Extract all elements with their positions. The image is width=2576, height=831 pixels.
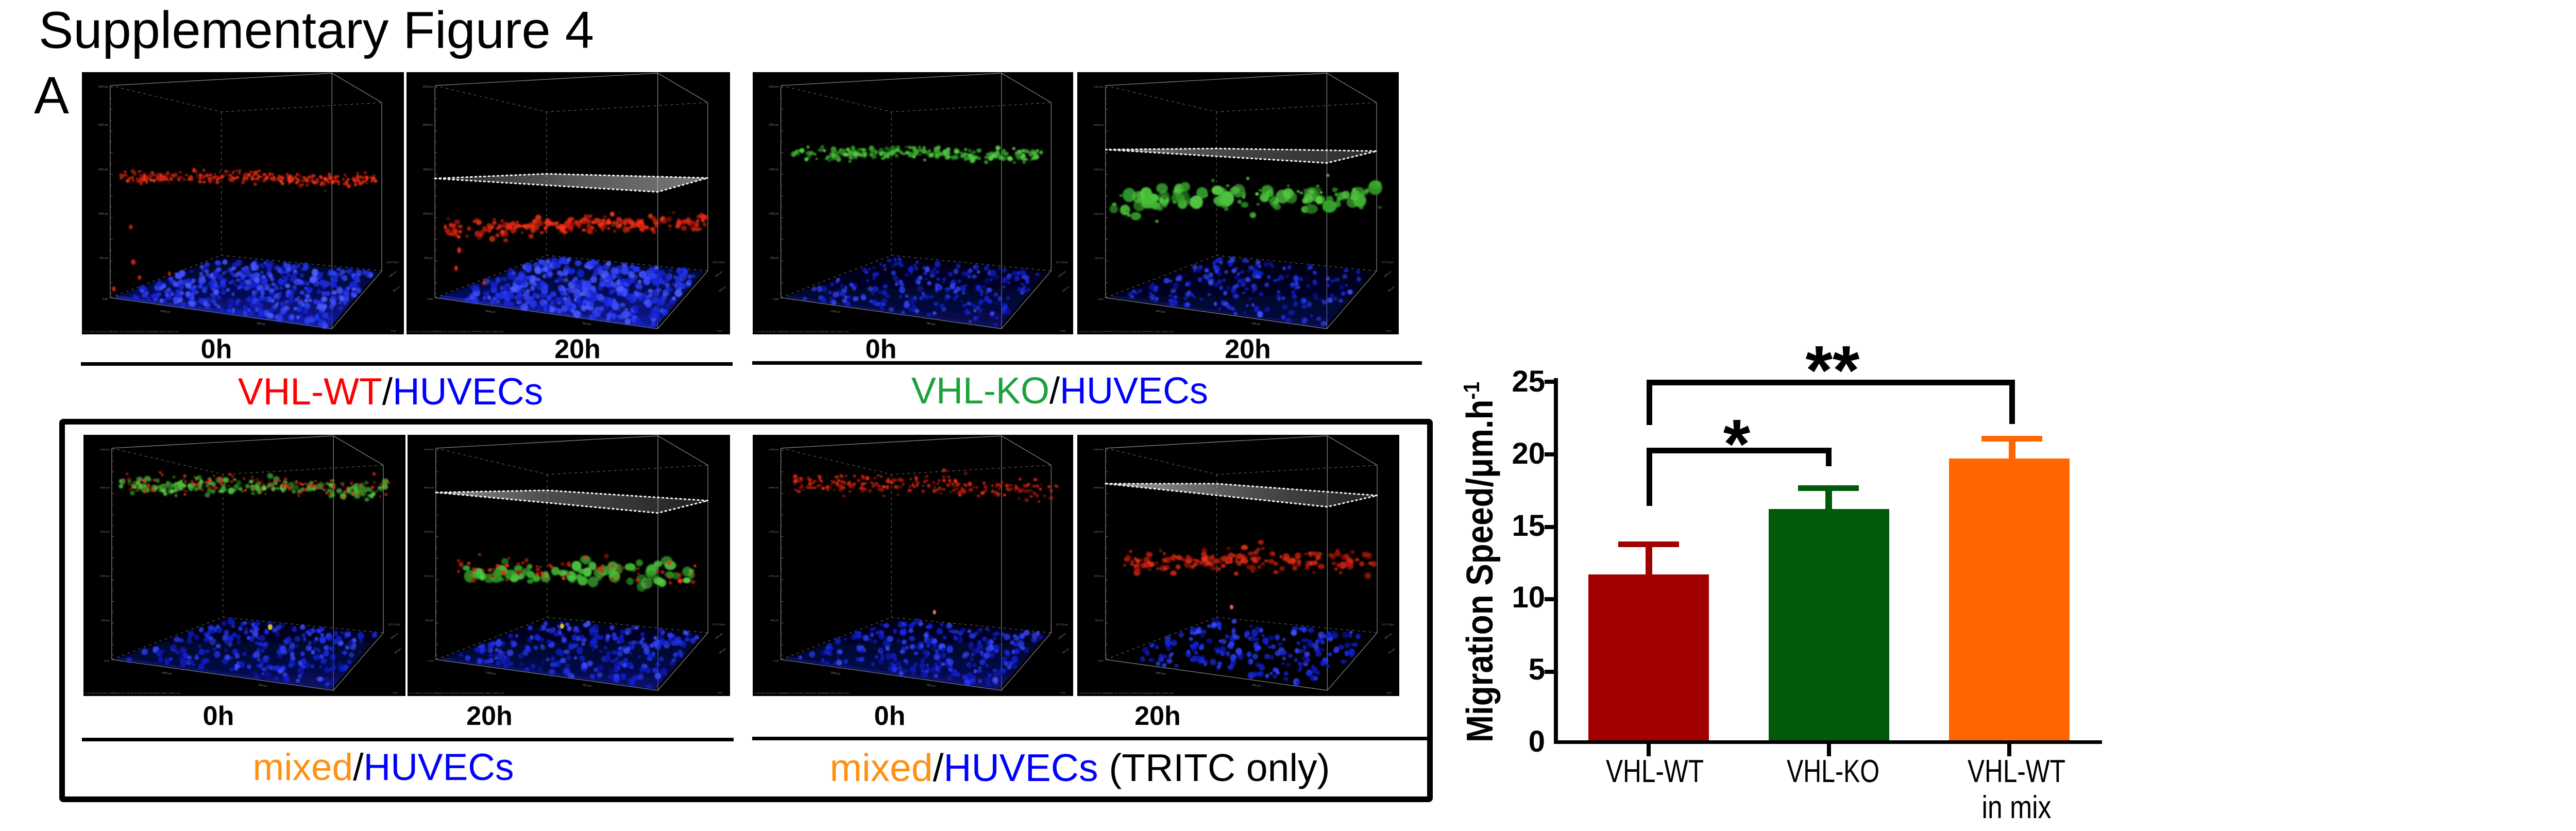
svg-text:0 μm: 0 μm bbox=[717, 691, 722, 694]
svg-text:1272.79 μm: 1272.79 μm bbox=[386, 261, 399, 264]
svg-text:1000 μm: 1000 μm bbox=[1155, 310, 1165, 314]
svg-text:1000 μm: 1000 μm bbox=[1156, 671, 1166, 675]
svg-text:1500 μm: 1500 μm bbox=[769, 168, 778, 171]
svg-text:1500 μm: 1500 μm bbox=[98, 168, 108, 171]
svg-text:0 μm: 0 μm bbox=[1098, 298, 1104, 301]
svg-text:1272.79 μm: 1272.79 μm bbox=[388, 623, 400, 625]
svg-text:2000 μm: 2000 μm bbox=[769, 486, 778, 489]
svg-text:1000 μm: 1000 μm bbox=[1093, 574, 1103, 578]
svg-text:2000 μm: 2000 μm bbox=[423, 124, 433, 127]
svg-text:0 μm: 0 μm bbox=[391, 330, 396, 332]
svg-text:1000 μm: 1000 μm bbox=[831, 310, 841, 314]
svg-text:1000 μm: 1000 μm bbox=[99, 574, 109, 578]
svg-text:1500 μm: 1500 μm bbox=[1093, 168, 1103, 171]
svg-text:500 μm: 500 μm bbox=[258, 684, 267, 688]
svg-text:VHL-WT: VHL-WT bbox=[1606, 754, 1704, 789]
svg-text:1000 μm: 1000 μm bbox=[423, 213, 433, 216]
svg-text:1000 μm: 1000 μm bbox=[160, 310, 171, 314]
svg-text:1000 μm: 1000 μm bbox=[769, 213, 778, 216]
svg-text:1272.79 μm: 1272.79 μm bbox=[1381, 261, 1394, 264]
svg-text:0 μm: 0 μm bbox=[427, 298, 433, 301]
svg-text:1272.79 μm: 1272.79 μm bbox=[1056, 623, 1068, 625]
svg-text:1500 μm: 1500 μm bbox=[1093, 531, 1103, 534]
svg-text:0 μm: 0 μm bbox=[773, 659, 779, 663]
svg-text:1000 μm: 1000 μm bbox=[98, 213, 108, 216]
svg-text:1272.79 μm: 1272.79 μm bbox=[1382, 623, 1394, 625]
svg-text:500 μm: 500 μm bbox=[101, 619, 110, 622]
svg-text:1500 μm: 1500 μm bbox=[99, 531, 109, 534]
svg-text:500 μm: 500 μm bbox=[1252, 322, 1261, 326]
svg-text:VHL-WT: VHL-WT bbox=[1968, 754, 2065, 789]
svg-text:2000 μm: 2000 μm bbox=[99, 486, 109, 489]
svg-text:500 μm: 500 μm bbox=[1252, 684, 1261, 688]
svg-text:1500 μm: 1500 μm bbox=[423, 168, 433, 171]
svg-text:1000 μm: 1000 μm bbox=[486, 671, 496, 675]
svg-text:0 μm: 0 μm bbox=[717, 330, 722, 332]
svg-text:500 μm: 500 μm bbox=[927, 684, 936, 688]
svg-text:2420 μm: 2420 μm bbox=[98, 86, 108, 89]
svg-text:500 μm: 500 μm bbox=[1095, 619, 1104, 622]
svg-text:2420 μm: 2420 μm bbox=[424, 448, 434, 451]
svg-text:2000 μm: 2000 μm bbox=[98, 124, 108, 127]
svg-text:x 1.27 mm x 2.42 mm | Calibrat: x 1.27 mm x 2.42 mm | Calibration: XY 1.… bbox=[84, 692, 180, 694]
svg-text:500 μm: 500 μm bbox=[99, 257, 108, 260]
svg-text:Migration Speed/μm.h-1: Migration Speed/μm.h-1 bbox=[1459, 382, 1501, 742]
svg-text:500 μm: 500 μm bbox=[770, 257, 779, 260]
svg-text:500 μm: 500 μm bbox=[425, 619, 434, 622]
svg-text:1000 μm: 1000 μm bbox=[1093, 213, 1103, 216]
svg-text:0 μm: 0 μm bbox=[1386, 330, 1391, 332]
svg-text:500 μm: 500 μm bbox=[424, 257, 433, 260]
svg-text:500 μm: 500 μm bbox=[927, 322, 936, 326]
svg-text:500 μm: 500 μm bbox=[257, 322, 265, 326]
svg-text:0 μm: 0 μm bbox=[103, 298, 108, 301]
svg-text:x 1.27 mm x 2.42 mm | Calibrat: x 1.27 mm x 2.42 mm | Calibration: XY 1.… bbox=[1078, 330, 1174, 333]
svg-text:1272.79 μm: 1272.79 μm bbox=[713, 623, 725, 625]
svg-text:0 μm: 0 μm bbox=[428, 659, 434, 663]
svg-text:500 μm: 500 μm bbox=[582, 322, 591, 326]
svg-text:2420 μm: 2420 μm bbox=[1093, 86, 1103, 89]
svg-text:1500 μm: 1500 μm bbox=[769, 531, 778, 534]
svg-text:0 μm: 0 μm bbox=[1386, 691, 1392, 694]
svg-text:0 μm: 0 μm bbox=[393, 691, 398, 694]
svg-text:1000 μm: 1000 μm bbox=[424, 574, 434, 578]
svg-text:x 1.27 mm x 2.42 mm | Calibrat: x 1.27 mm x 2.42 mm | Calibration: XY 1.… bbox=[754, 330, 850, 333]
svg-text:0 μm: 0 μm bbox=[1060, 330, 1065, 332]
svg-text:x 1.27 mm x 2.42 mm | Calibrat: x 1.27 mm x 2.42 mm | Calibration: XY 1.… bbox=[408, 330, 504, 333]
svg-text:500 μm: 500 μm bbox=[1095, 257, 1104, 260]
svg-text:1272.79 μm: 1272.79 μm bbox=[713, 261, 725, 264]
svg-text:x 1.27 mm x 2.42 mm | Calibrat: x 1.27 mm x 2.42 mm | Calibration: XY 1.… bbox=[754, 692, 850, 694]
svg-text:in mix: in mix bbox=[1982, 790, 2052, 825]
svg-text:1272.79 μm: 1272.79 μm bbox=[1056, 261, 1068, 264]
svg-text:2420 μm: 2420 μm bbox=[769, 86, 778, 89]
svg-text:0 μm: 0 μm bbox=[104, 659, 110, 663]
svg-text:1000 μm: 1000 μm bbox=[831, 671, 841, 675]
svg-text:2420 μm: 2420 μm bbox=[769, 448, 778, 451]
svg-text:2000 μm: 2000 μm bbox=[1093, 486, 1103, 489]
svg-text:2000 μm: 2000 μm bbox=[1093, 124, 1103, 127]
svg-text:0 μm: 0 μm bbox=[1060, 691, 1065, 694]
svg-text:2420 μm: 2420 μm bbox=[423, 86, 433, 89]
svg-text:2000 μm: 2000 μm bbox=[424, 486, 434, 489]
svg-text:VHL-KO: VHL-KO bbox=[1787, 754, 1879, 789]
svg-text:1500 μm: 1500 μm bbox=[424, 531, 434, 534]
svg-text:x 1.27 mm x 2.42 mm | Calibrat: x 1.27 mm x 2.42 mm | Calibration: XY 1.… bbox=[409, 692, 505, 694]
svg-text:x 1.27 mm x 2.42 mm | Calibrat: x 1.27 mm x 2.42 mm | Calibration: XY 1.… bbox=[83, 330, 179, 333]
svg-text:x 1.27 mm x 2.42 mm | Calibrat: x 1.27 mm x 2.42 mm | Calibration: XY 1.… bbox=[1078, 692, 1174, 694]
svg-text:2000 μm: 2000 μm bbox=[769, 124, 778, 127]
svg-text:2420 μm: 2420 μm bbox=[1093, 448, 1103, 451]
svg-text:0 μm: 0 μm bbox=[1098, 659, 1104, 663]
svg-text:0 μm: 0 μm bbox=[773, 298, 779, 301]
svg-text:500 μm: 500 μm bbox=[770, 619, 779, 622]
svg-text:1000 μm: 1000 μm bbox=[485, 310, 495, 314]
svg-text:500 μm: 500 μm bbox=[583, 684, 591, 688]
svg-text:1000 μm: 1000 μm bbox=[769, 574, 778, 578]
svg-text:2420 μm: 2420 μm bbox=[99, 448, 109, 451]
svg-text:1000 μm: 1000 μm bbox=[162, 671, 172, 675]
